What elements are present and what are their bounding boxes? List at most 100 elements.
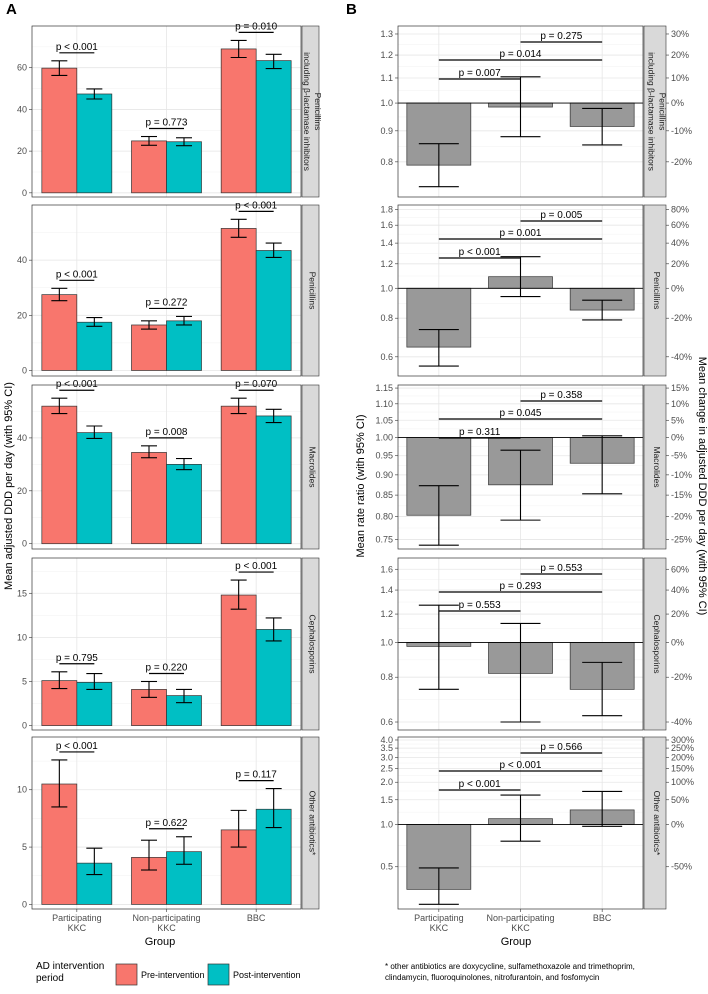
y-tick-label: 1.0 xyxy=(380,819,393,829)
y-tick-label: 3.5 xyxy=(380,743,393,753)
right-tick-label: 20% xyxy=(671,50,689,60)
panel-a-y-axis-title: Mean adjusted DDD per day (with 95% CI) xyxy=(3,382,15,590)
y-tick-label: 0.80 xyxy=(375,512,393,522)
facet-a-5: 0 5 10 p < 0.001 p = 0.622 p = 0.117 Other ant… xyxy=(17,736,320,909)
bar-pre xyxy=(220,594,257,726)
bar-post xyxy=(76,432,113,545)
y-tick-label: 1.00 xyxy=(375,433,393,443)
legend-entry-label: Post-intervention xyxy=(233,970,301,980)
pvalue-label: p < 0.001 xyxy=(56,741,98,752)
right-tick-label: 200% xyxy=(671,753,694,763)
facet-strip xyxy=(301,204,320,377)
bar-pre xyxy=(131,452,167,545)
panel-b-label: B xyxy=(346,1,357,18)
right-tick-label: 20% xyxy=(671,259,689,269)
pvalue-label: p = 0.773 xyxy=(146,118,188,129)
facet-strip-label: Penicillinsincluding β-lactamase inhibit… xyxy=(302,52,323,171)
bar-post xyxy=(76,321,113,371)
y-tick-label: 1.15 xyxy=(375,383,393,393)
y-tick-label: 60 xyxy=(17,63,27,73)
legend-swatch xyxy=(207,963,230,986)
y-tick-label: 2.0 xyxy=(380,777,393,787)
panel-border xyxy=(31,204,302,377)
bar-post xyxy=(255,60,292,194)
pvalue-label: p = 0.008 xyxy=(146,427,188,438)
comparison-pvalue: p = 0.311 xyxy=(459,427,501,438)
bar-pre xyxy=(41,67,78,194)
x-tick-label: Non-participating KKC xyxy=(486,913,554,933)
panel-b-y-axis-title: Mean rate ratio (with 95% CI) xyxy=(355,414,367,557)
y-tick-label: 0.8 xyxy=(380,157,393,167)
pvalue-label: p < 0.001 xyxy=(235,561,277,572)
y-tick-label: 0.8 xyxy=(380,313,393,323)
facet-strip xyxy=(301,384,320,550)
right-tick-label: 40% xyxy=(671,238,689,248)
facet-strip-label: Penicillinsincluding β-lactamase inhibit… xyxy=(647,52,668,171)
comparison-pvalue: p = 0.553 xyxy=(540,563,582,574)
bar-post xyxy=(166,320,202,371)
facet-strip xyxy=(643,557,667,731)
facet-strip-label: Penicillins xyxy=(308,272,318,310)
y-tick-label: 0 xyxy=(22,721,27,731)
bar-post xyxy=(255,250,292,371)
facet-strip xyxy=(643,204,667,377)
right-tick-label: -50% xyxy=(671,862,692,872)
right-tick-label: 15% xyxy=(671,383,689,393)
right-tick-label: -10% xyxy=(671,126,692,136)
y-tick-label: 20 xyxy=(17,310,27,320)
footnote-line: clindamycin, fluoroquinolones, nitrofura… xyxy=(385,973,599,982)
y-tick-label: 1.2 xyxy=(380,259,393,269)
y-tick-label: 40 xyxy=(17,255,27,265)
right-tick-label: 0% xyxy=(671,637,684,647)
y-tick-label: 0 xyxy=(22,365,27,375)
panel-border xyxy=(31,25,302,198)
comparison-pvalue: p = 0.293 xyxy=(500,581,542,592)
right-tick-label: 0% xyxy=(671,819,684,829)
legend: AD intervention period Pre-intervention Pos… xyxy=(36,961,301,986)
panel-border xyxy=(31,384,302,550)
y-tick-label: 5 xyxy=(22,676,27,686)
facet-strip-label: Cephalosporins xyxy=(652,614,662,673)
y-tick-label: 1.5 xyxy=(380,795,393,805)
comparison-pvalue: p < 0.001 xyxy=(500,760,542,771)
y-tick-label: 0.8 xyxy=(380,672,393,682)
right-tick-label: 10% xyxy=(671,73,689,83)
panel-border xyxy=(397,25,644,198)
right-tick-label: 5% xyxy=(671,415,684,425)
panel-border xyxy=(397,557,644,731)
right-tick-label: -20% xyxy=(671,672,692,682)
panel-b-x-axis-title: Group xyxy=(501,936,532,948)
right-tick-label: 20% xyxy=(671,609,689,619)
y-tick-label: 0.75 xyxy=(375,534,393,544)
right-tick-label: 0% xyxy=(671,98,684,108)
x-tick-label: Participating KKC xyxy=(414,913,464,933)
right-tick-label: -40% xyxy=(671,717,692,727)
y-tick-label: 1.05 xyxy=(375,415,393,425)
right-tick-label: 60% xyxy=(671,564,689,574)
bar-pre xyxy=(131,324,167,371)
right-tick-label: -10% xyxy=(671,470,692,480)
panel-b-chart: 0.8 -20% 0.9 -10% 1.0 0% 1.1 10% 1.2 20% 1.3 30% p =… xyxy=(375,25,694,933)
right-tick-label: 0% xyxy=(671,283,684,293)
pvalue-label: p = 0.622 xyxy=(146,818,188,829)
facet-b-5: 0.5 -50% 1.0 0% 1.5 50% 2.0 100% 2.5 150% 3.0 200% 3… xyxy=(380,735,694,910)
y-tick-label: 0.5 xyxy=(380,862,393,872)
y-tick-label: 1.10 xyxy=(375,399,393,409)
y-tick-label: 1.6 xyxy=(380,564,393,574)
bar-pre xyxy=(41,405,78,545)
pvalue-label: p < 0.001 xyxy=(56,42,98,53)
legend-swatch xyxy=(115,963,138,986)
facet-strip xyxy=(301,25,320,198)
bar-pre xyxy=(220,405,257,545)
y-tick-label: 0.6 xyxy=(380,717,393,727)
right-tick-label: -15% xyxy=(671,490,692,500)
y-tick-label: 0.85 xyxy=(375,490,393,500)
facet-a-4: 0 5 10 15 p = 0.795 p = 0.220 p < 0.001 Cephalo… xyxy=(17,557,320,731)
bar-post xyxy=(255,415,292,545)
panel-border xyxy=(397,204,644,377)
comparison-pvalue: p = 0.566 xyxy=(540,742,582,753)
y-tick-label: 0 xyxy=(22,539,27,549)
facet-strip-label: Other antibiotics* xyxy=(308,791,318,856)
